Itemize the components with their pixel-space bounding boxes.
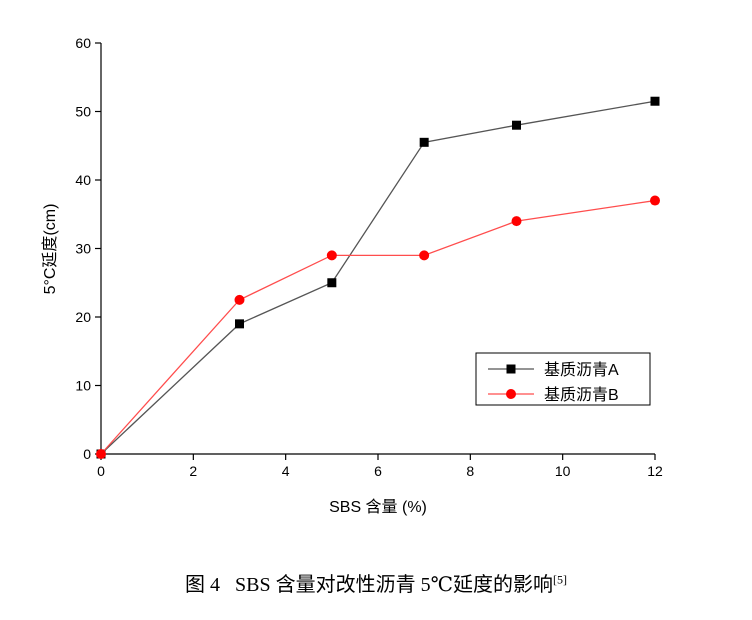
y-tick-label: 60	[75, 35, 91, 51]
x-axis-title: SBS 含量 (%)	[329, 498, 427, 516]
series-2-point	[511, 216, 522, 227]
x-ticks: 0 2 4 6 8 10 12	[97, 454, 663, 479]
series-1-point	[512, 120, 521, 130]
y-tick-label: 40	[75, 172, 91, 188]
legend-label-1: 基质沥青A	[544, 361, 619, 379]
legend-marker-1	[506, 364, 516, 374]
plot-area: 0 2 4 6 8 10 12 0 10 20 30 40 50 60	[75, 35, 663, 479]
series-1-point	[650, 96, 660, 106]
x-tick-label: 6	[374, 463, 382, 479]
series-2-point	[650, 195, 660, 206]
series-2-point	[419, 250, 430, 261]
series-1-line	[100, 100, 656, 455]
chart: 0 2 4 6 8 10 12 0 10 20 30 40 50 60 SBS 含量 (%) 5°C延度…	[41, 35, 663, 516]
legend-items: 基质沥青A 基质沥青B	[488, 361, 619, 404]
y-tick-label: 30	[75, 241, 91, 257]
series-1-point	[419, 137, 429, 147]
legend-box	[475, 352, 651, 406]
y-ticks: 0 10 20 30 40 50 60	[75, 35, 101, 462]
series-2-point	[326, 250, 337, 261]
series-1-point	[235, 319, 244, 329]
series-2-point	[234, 294, 245, 305]
series-2-line	[100, 199, 656, 455]
series-layer	[96, 96, 660, 459]
y-tick-label: 10	[75, 378, 91, 394]
x-tick-label: 0	[97, 463, 105, 479]
y-tick-label: 0	[83, 446, 91, 462]
y-tick-label: 20	[75, 309, 91, 325]
series-2-point	[96, 449, 106, 459]
figure-caption: 图 4 SBS 含量对改性沥青 5℃延度的影响[5]	[0, 568, 752, 597]
x-tick-label: 12	[647, 463, 663, 479]
legend: 基质沥青A 基质沥青B	[475, 352, 651, 406]
caption-text: 图 4 SBS 含量对改性沥青 5℃延度的影响	[185, 574, 553, 596]
legend-marker-2	[506, 389, 516, 399]
y-tick-label: 50	[75, 104, 91, 120]
series-1-point	[327, 278, 337, 288]
x-tick-label: 10	[555, 463, 571, 479]
legend-label-2: 基质沥青B	[544, 386, 619, 404]
x-tick-label: 8	[466, 463, 474, 479]
x-tick-label: 2	[189, 463, 197, 479]
caption-citation: [5]	[552, 572, 567, 587]
y-axis-title: 5°C延度(cm)	[41, 204, 59, 295]
x-tick-label: 4	[282, 463, 290, 479]
